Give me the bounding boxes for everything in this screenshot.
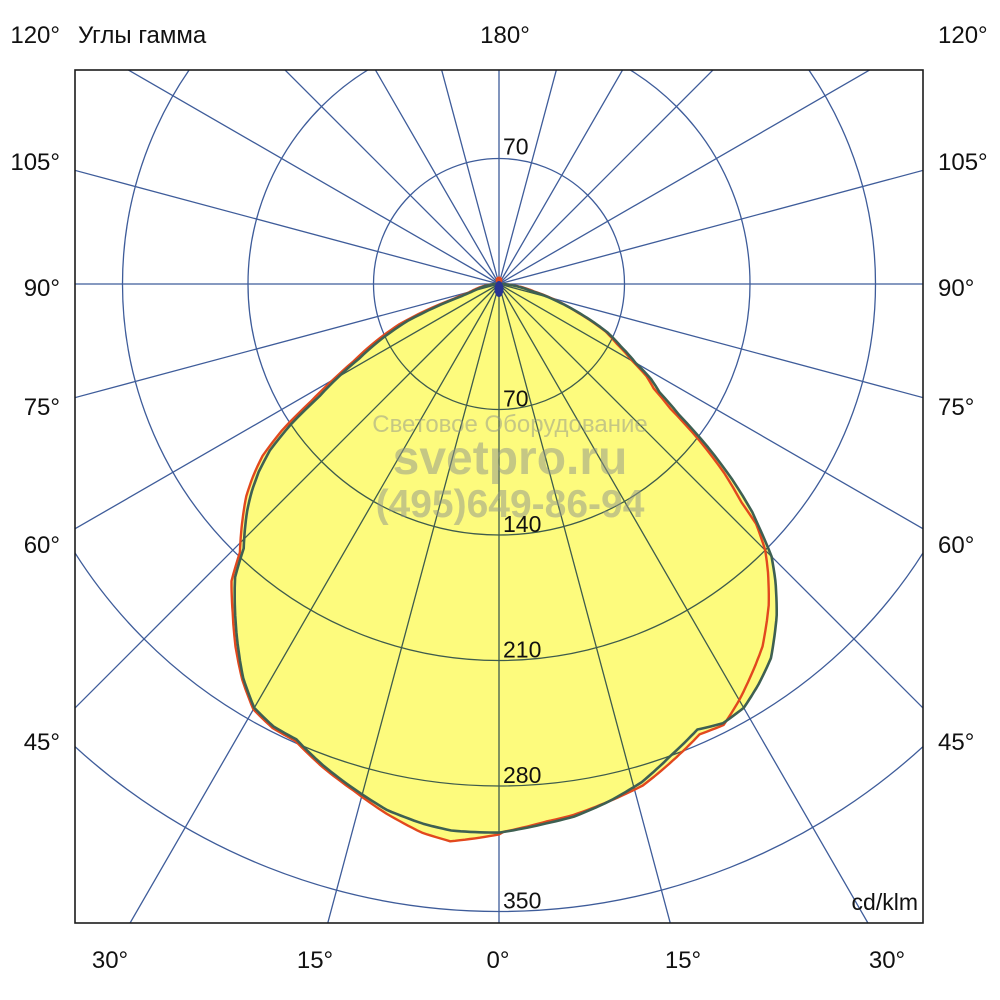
ring-label-70: 70	[503, 386, 529, 412]
grid-ray-135	[498, 70, 714, 285]
beam-fill	[231, 284, 777, 842]
ring-label-140: 140	[503, 511, 541, 537]
grid-ray-45	[498, 283, 923, 709]
grid-ray-285	[75, 283, 500, 399]
gamma-label-right-105: 105°	[938, 149, 988, 176]
grid-ray-30	[498, 283, 869, 923]
grid-ray-75	[498, 283, 923, 399]
ring-label-280: 280	[503, 762, 541, 788]
grid-ray-255	[75, 169, 500, 285]
gamma-label-left-90: 90°	[24, 275, 60, 302]
gamma-label-right-75: 75°	[938, 394, 974, 421]
pole-marker	[494, 281, 504, 297]
axis-unit-label: cd/klm	[852, 889, 918, 915]
grid-ray-120	[498, 70, 871, 285]
watermark: Световое Оборудованиеsvetpro.ru(495)649-…	[372, 411, 648, 526]
gamma-label-right-90: 90°	[938, 275, 974, 302]
grid-ray-225	[284, 70, 500, 285]
grid-ray-105	[498, 169, 923, 285]
grid-ray-60	[498, 283, 923, 530]
gamma-label-left-45: 45°	[24, 729, 60, 756]
ring-label-210: 210	[503, 637, 541, 663]
gamma-label-left-60: 60°	[24, 532, 60, 559]
ring-label-top-70: 70	[503, 134, 529, 160]
plot-frame	[74, 69, 924, 924]
grid-ray-195	[440, 70, 500, 285]
gamma-label-left-105: 105°	[10, 149, 60, 176]
gamma-label-bottom-2-0: 0°	[487, 947, 510, 974]
grid-ray-15	[498, 283, 671, 923]
grid-ray-165	[498, 70, 558, 285]
ring-labels: 70 70 140 210 280 350	[503, 134, 541, 914]
ring-label-350: 350	[503, 888, 541, 914]
gamma-label-left-75: 75°	[24, 394, 60, 421]
gamma-label-right-60: 60°	[938, 532, 974, 559]
grid-ray-210	[374, 70, 500, 285]
gamma-label-bottom-3-15: 15°	[665, 947, 701, 974]
gamma-label-left-120: 120°	[10, 22, 60, 49]
gamma-angle-labels: 120° 120° 105° 105° 90° 90° 75° 75° 60° 60° 45° 45°…	[10, 22, 987, 974]
gamma-label-bottom-1-15: 15°	[297, 947, 333, 974]
grid-ray-150	[498, 70, 624, 285]
grid-ray-330	[129, 283, 500, 923]
grid-ray-300	[75, 283, 500, 530]
grid-ray-345	[327, 283, 500, 923]
grid-ray-240	[127, 70, 500, 285]
gamma-label-right-45: 45°	[938, 729, 974, 756]
gamma-label-bottom-4-30: 30°	[869, 947, 905, 974]
watermark-line-1: Световое Оборудование	[372, 411, 648, 438]
gamma-label-right-120: 120°	[938, 22, 988, 49]
watermark-line-2: svetpro.ru	[393, 432, 628, 485]
watermark-line-3: (495)649-86-94	[376, 483, 645, 526]
diagram-title: Углы гамма	[78, 22, 207, 49]
intensity-curve-dark	[233, 282, 778, 834]
gamma-label-top-180: 180°	[480, 22, 530, 49]
grid-ray-315	[75, 283, 500, 709]
gamma-label-bottom-0-30: 30°	[92, 947, 128, 974]
